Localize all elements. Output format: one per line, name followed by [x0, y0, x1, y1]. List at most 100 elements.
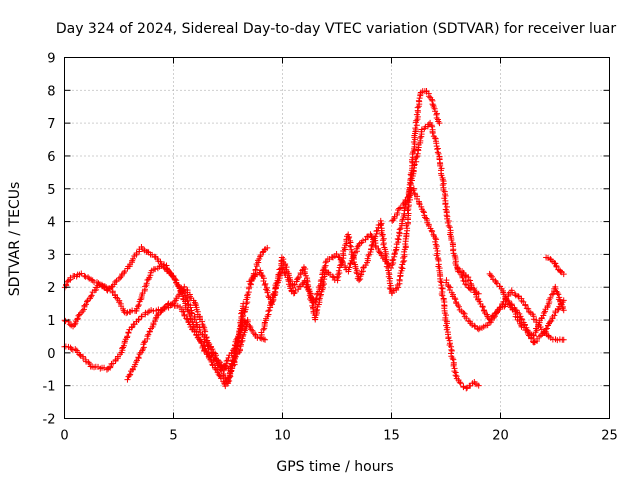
data-point — [152, 266, 159, 273]
data-point — [252, 266, 259, 273]
x-axis-label: GPS time / hours — [276, 459, 393, 475]
data-point — [82, 273, 89, 280]
data-point — [164, 266, 171, 273]
data-point — [246, 322, 253, 329]
data-point — [540, 312, 547, 319]
data-point — [554, 306, 561, 313]
data-point — [409, 159, 416, 166]
data-point — [445, 283, 452, 290]
data-point — [475, 326, 482, 333]
data-point — [87, 293, 94, 300]
data-point — [394, 210, 401, 217]
data-point — [312, 314, 319, 321]
data-point — [553, 262, 560, 269]
data-point — [257, 253, 264, 260]
data-point — [360, 264, 367, 271]
data-point — [376, 249, 383, 256]
data-point — [542, 326, 549, 333]
data-point — [410, 149, 417, 156]
data-point — [451, 295, 458, 302]
data-point — [98, 281, 105, 288]
data-point — [396, 276, 403, 283]
data-point — [475, 296, 482, 303]
data-point — [547, 295, 554, 302]
data-point — [181, 283, 188, 290]
data-point — [395, 236, 402, 243]
data-point — [557, 268, 564, 275]
data-point — [141, 339, 148, 346]
x-tick-label: 5 — [169, 429, 177, 444]
data-point — [72, 346, 79, 353]
data-point — [365, 252, 372, 259]
data-point — [475, 290, 482, 297]
data-point — [555, 291, 562, 298]
data-point — [201, 343, 208, 350]
data-point — [143, 280, 150, 287]
data-point — [437, 278, 444, 285]
data-point — [547, 255, 554, 262]
data-point — [530, 332, 537, 339]
data-point — [269, 294, 276, 301]
data-point — [466, 277, 473, 284]
data-point — [320, 278, 327, 285]
tick-labels: 0 5 10 15 20 25 -2 -1 0 1 2 3 4 5 6 7 8 9 — [43, 52, 618, 444]
data-point — [317, 291, 324, 298]
data-point — [206, 353, 213, 360]
plot-frame — [64, 57, 610, 419]
data-point — [146, 328, 153, 335]
data-point — [329, 273, 336, 280]
data-point — [398, 264, 405, 271]
data-point — [525, 305, 532, 312]
data-point — [489, 313, 496, 320]
data-point — [431, 135, 438, 142]
data-point — [112, 279, 119, 286]
data-point — [413, 117, 420, 124]
data-point — [244, 292, 251, 299]
data-point — [83, 358, 90, 365]
data-point — [63, 281, 70, 288]
data-point — [264, 244, 271, 251]
data-point — [436, 120, 443, 127]
data-point — [335, 267, 342, 274]
data-point — [135, 303, 142, 310]
data-point — [74, 315, 81, 322]
data-point — [414, 104, 421, 111]
data-point — [227, 363, 234, 370]
data-point — [506, 301, 513, 308]
data-point — [429, 130, 436, 137]
data-point — [335, 271, 342, 278]
data-point — [133, 249, 140, 256]
data-point — [163, 262, 170, 269]
data-point — [84, 298, 91, 305]
data-point — [457, 380, 464, 387]
data-point — [451, 368, 458, 375]
data-point — [334, 274, 341, 281]
data-point — [295, 286, 302, 293]
data-point — [254, 257, 261, 264]
data-point — [128, 324, 135, 331]
data-point — [152, 315, 159, 322]
data-point — [432, 238, 439, 245]
data-point — [380, 241, 387, 248]
data-point — [231, 342, 238, 349]
data-point — [394, 235, 401, 242]
data-point — [130, 255, 137, 262]
data-point — [133, 305, 140, 312]
x-tick-label: 0 — [60, 429, 68, 444]
data-point — [191, 299, 198, 306]
series-4 — [124, 300, 269, 383]
y-tick-label: 0 — [47, 347, 55, 362]
y-axis-label: SDTVAR / TECUs — [7, 182, 23, 297]
data-point — [154, 312, 161, 319]
data-point — [461, 272, 468, 279]
data-point — [225, 375, 232, 382]
data-point — [277, 265, 284, 272]
data-point — [511, 291, 518, 298]
data-point — [439, 292, 446, 299]
x-tick-label: 10 — [274, 429, 291, 444]
y-tick-label: 4 — [47, 216, 55, 231]
data-point — [260, 336, 267, 343]
data-point — [209, 346, 216, 353]
data-point — [362, 262, 369, 269]
